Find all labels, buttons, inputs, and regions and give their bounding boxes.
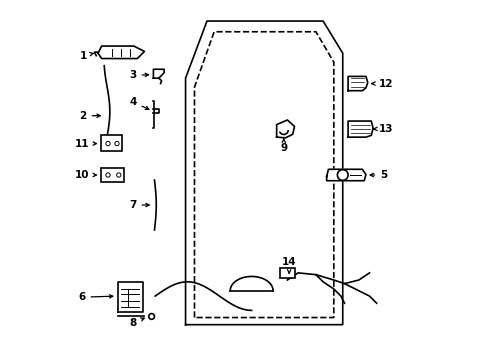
- Polygon shape: [347, 121, 372, 137]
- Polygon shape: [98, 46, 144, 59]
- Text: 2: 2: [79, 111, 100, 121]
- Polygon shape: [118, 282, 142, 312]
- Text: 7: 7: [129, 200, 149, 210]
- Polygon shape: [326, 169, 365, 181]
- Text: 9: 9: [280, 139, 287, 153]
- Text: 11: 11: [75, 139, 96, 149]
- Text: 1: 1: [79, 51, 93, 61]
- Text: 5: 5: [369, 170, 386, 180]
- Bar: [280, 267, 294, 278]
- Polygon shape: [347, 76, 367, 91]
- Text: 13: 13: [372, 124, 392, 134]
- Text: 4: 4: [129, 97, 148, 109]
- Text: 8: 8: [129, 318, 144, 328]
- Text: 6: 6: [78, 292, 113, 302]
- Text: 14: 14: [281, 257, 296, 273]
- Polygon shape: [153, 69, 164, 78]
- Text: 12: 12: [371, 78, 392, 89]
- Text: 10: 10: [75, 170, 96, 180]
- Text: 3: 3: [129, 70, 148, 80]
- Bar: [101, 135, 122, 152]
- Polygon shape: [276, 120, 294, 138]
- Bar: [101, 168, 124, 182]
